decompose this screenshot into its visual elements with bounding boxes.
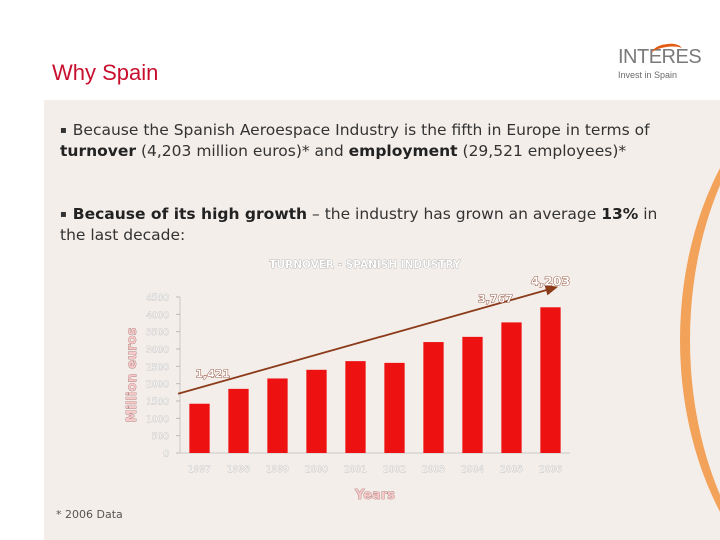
logo-subtitle: Invest in Spain	[618, 70, 678, 80]
trend-arrow	[177, 285, 559, 395]
content-panel	[44, 100, 720, 540]
y-tick-label: 0	[163, 450, 169, 460]
bullet-turnover: ▪ Because the Spanish Aeroespace Industry…	[60, 120, 680, 161]
bullet-text: – the industry has grown an average	[307, 205, 602, 223]
x-tick-label: 2002	[383, 465, 406, 475]
data-label-2006: 4,203	[531, 273, 571, 288]
bullet-text: (4,203 million euros)* and	[136, 142, 349, 160]
bar-2003	[423, 342, 444, 453]
x-tick-label: 2001	[344, 465, 367, 475]
y-axis-label: Million euros	[125, 327, 140, 422]
y-tick-label: 1500	[146, 398, 169, 408]
y-tick-label: 500	[152, 432, 169, 442]
interes-logo: INTERES Invest in Spain	[612, 41, 702, 84]
bullet-text: in the last decade:	[60, 205, 658, 244]
y-tick-label: 2000	[146, 380, 169, 390]
footnote: * 2006 Data	[56, 508, 123, 521]
x-tick-label: 2005	[500, 465, 523, 475]
logo-text: INTERES	[618, 46, 702, 68]
x-tick-label: 1997	[188, 465, 211, 475]
bullet-bold: Because of its high growth	[72, 205, 308, 223]
bullet-bold: 13%	[601, 205, 639, 223]
data-label-1997: 1,421	[196, 368, 231, 381]
x-axis-label: Years	[354, 488, 395, 503]
bullet-square-icon: ▪	[60, 125, 67, 136]
bullet-bold: employment	[348, 142, 458, 160]
x-tick-label: 2000	[305, 465, 328, 475]
bullet-growth: ▪ Because of its high growth – the indust…	[60, 204, 680, 245]
x-tick-label: 2006	[539, 465, 562, 475]
bar-1997	[189, 403, 210, 453]
bar-2006	[540, 307, 561, 453]
y-tick-label: 1000	[146, 415, 169, 425]
chart-title: TURNOVER - SPANISH INDUSTRY	[269, 259, 461, 271]
bullet-text: Because the Spanish Aeroespace Industry …	[72, 121, 650, 139]
data-label-2005: 3,767	[478, 292, 513, 305]
bullet-bold: turnover	[60, 142, 137, 160]
bar-1999	[267, 378, 288, 453]
x-tick-label: 1999	[266, 465, 289, 475]
bar-1998	[228, 388, 249, 453]
x-tick-label: 2003	[422, 465, 445, 475]
y-tick-label: 3000	[146, 346, 169, 356]
bar-2004	[462, 336, 483, 453]
bullet-text: (29,521 employees)*	[457, 142, 627, 160]
y-tick-label: 2500	[146, 363, 169, 373]
y-tick-label: 4000	[146, 311, 169, 321]
bar-2001	[345, 361, 366, 453]
x-tick-label: 1998	[227, 465, 250, 475]
x-tick-label: 2004	[461, 465, 484, 475]
bar-2000	[306, 369, 327, 453]
bar-2005	[501, 322, 522, 453]
bullet-square-icon: ▪	[60, 209, 67, 220]
y-tick-label: 3500	[146, 328, 169, 338]
slide-title: Why Spain	[52, 60, 159, 85]
bar-2002	[384, 362, 405, 453]
y-tick-label: 4500	[146, 294, 169, 304]
